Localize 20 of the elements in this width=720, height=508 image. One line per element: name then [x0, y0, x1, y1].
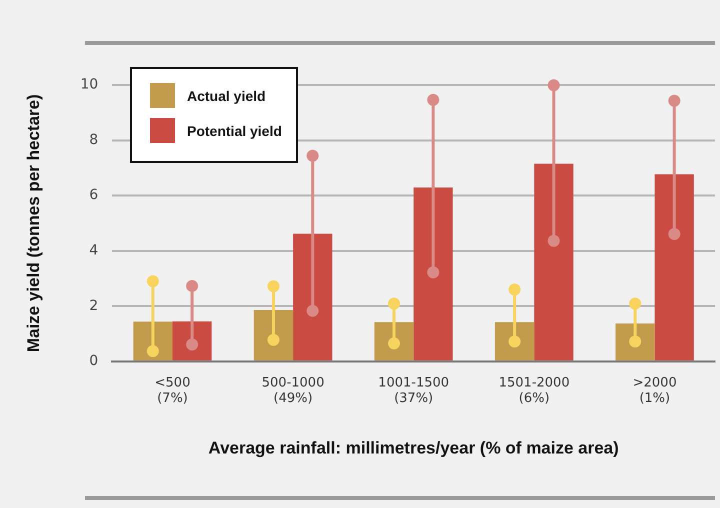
y-tick-label: 2 [89, 298, 98, 314]
bar [293, 234, 332, 360]
bar [534, 164, 574, 360]
y-axis-title: Maize yield (tonnes per hectare) [24, 94, 43, 352]
y-tick-label: 4 [89, 242, 98, 258]
x-tick-label: 1001-1500 (37%) [378, 376, 450, 406]
x-tick-label: >2000 (1%) [632, 376, 677, 406]
bar [654, 174, 694, 360]
y-tick-label: 8 [89, 132, 98, 148]
x-tick-label: 1501-2000 (6%) [498, 376, 570, 406]
bar [414, 188, 453, 360]
x-axis-title: Average rainfall: millimetres/year (% of maize area) [208, 438, 619, 458]
x-tick-label: 500-1000 (49%) [262, 376, 324, 406]
y-tick-label: 10 [80, 76, 98, 93]
legend-label: Potential yield [187, 122, 282, 138]
legend-label: Actual yield [187, 88, 266, 104]
bar [254, 310, 294, 360]
x-tick-label: <500 (7%) [154, 376, 190, 406]
y-tick-label: 0 [89, 353, 98, 370]
y-tick-label: 6 [89, 187, 98, 204]
